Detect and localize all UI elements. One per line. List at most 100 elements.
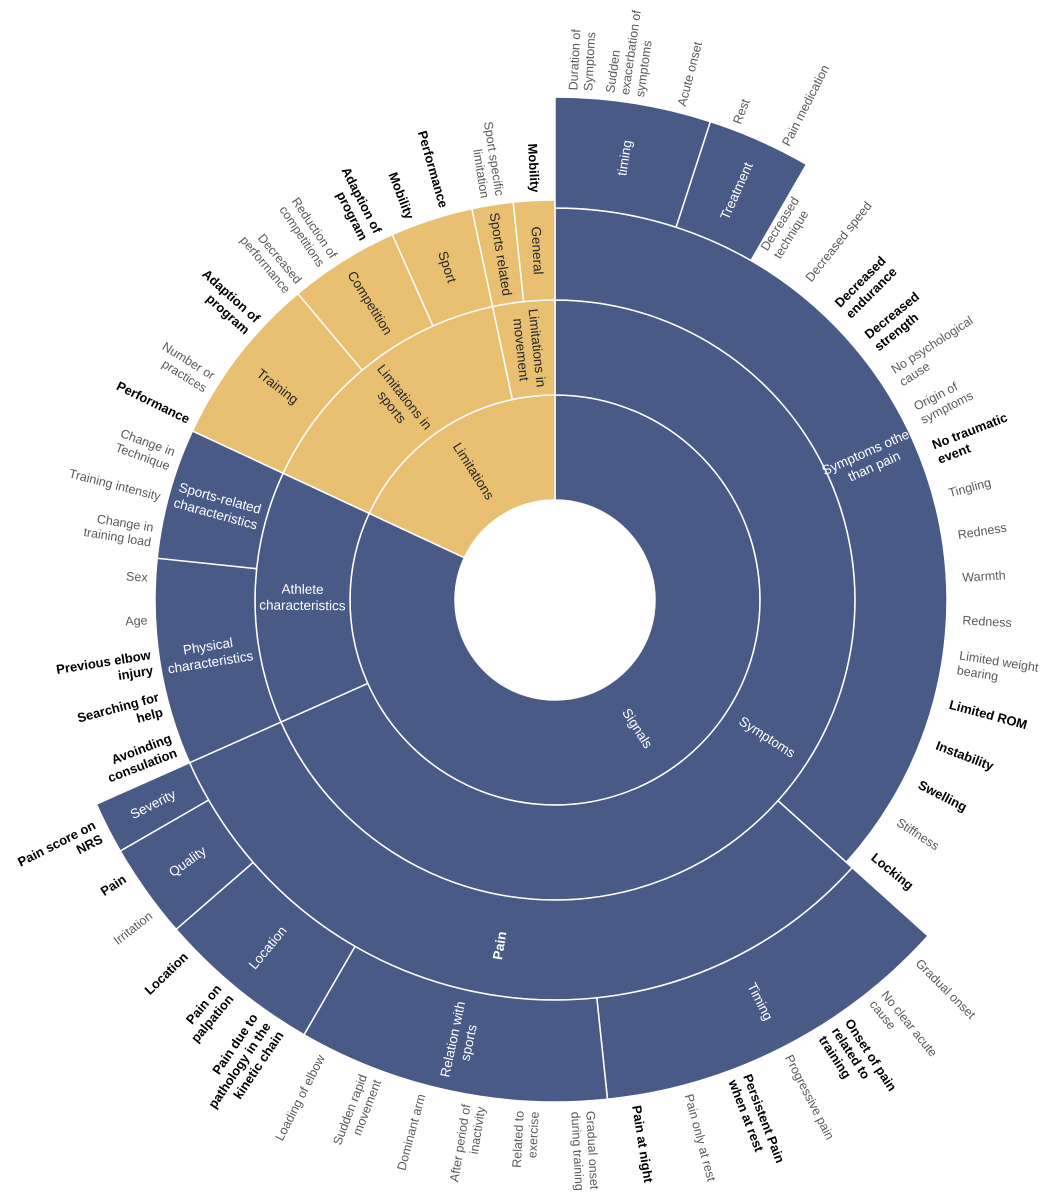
- outer-label: Performance: [414, 129, 450, 210]
- outer-label-line: Redness: [962, 614, 1012, 631]
- outer-label: Warmth: [962, 569, 1006, 585]
- outer-label: Limited ROM: [947, 697, 1028, 732]
- outer-label-line: Locking: [868, 850, 916, 893]
- outer-label-line: Performance: [414, 129, 450, 210]
- outer-label: Acute onset: [675, 40, 705, 108]
- outer-label-line: Redness: [957, 521, 1008, 543]
- outer-label-line: Pain: [98, 872, 129, 900]
- outer-label: Number orpractices: [152, 340, 217, 396]
- outer-label-line: Performance: [114, 379, 192, 427]
- outer-label: Pain only at rest: [681, 1093, 718, 1184]
- outer-label: Pain: [98, 872, 129, 900]
- outer-label: Mobility: [525, 143, 543, 194]
- outer-label-line: Warmth: [962, 569, 1006, 585]
- segment-label-line: General: [529, 226, 546, 275]
- outer-label: Redness: [962, 614, 1012, 631]
- outer-label-line: Age: [125, 614, 148, 629]
- outer-label: Previous elbowinjury: [55, 648, 155, 693]
- outer-label: Pain at night: [629, 1104, 656, 1184]
- outer-label-line: Training intensity: [67, 467, 162, 504]
- outer-label-line: Progressive pain: [782, 1053, 837, 1142]
- segment-label: Athlete characteristics: [259, 581, 346, 613]
- outer-label-line: Instability: [934, 738, 997, 774]
- outer-label: Mobility: [385, 170, 417, 222]
- outer-label: Location: [142, 950, 191, 998]
- outer-label: Origin ofsymptoms: [912, 375, 976, 427]
- outer-label-line: exercise: [526, 1111, 542, 1158]
- outer-label: Duration ofSymptoms: [567, 28, 599, 91]
- outer-label-line: Acute onset: [675, 40, 705, 108]
- outer-label: Stiffness: [894, 816, 942, 854]
- outer-label: Instability: [934, 738, 997, 774]
- outer-label-line: Symptoms: [581, 32, 598, 92]
- outer-label-line: Sex: [126, 570, 149, 585]
- outer-label: Irritation: [111, 909, 155, 948]
- outer-label-line: bearing: [956, 664, 999, 684]
- outer-label-line: Pain medication: [780, 63, 833, 149]
- outer-label-line: Swelling: [916, 778, 970, 815]
- outer-label: After period ofinactivity: [448, 1103, 489, 1186]
- outer-label-line: Dominant arm: [395, 1093, 429, 1172]
- outer-label: Searching forhelp: [76, 690, 165, 741]
- segment-label: Limitations inmovement: [510, 308, 549, 390]
- outer-label: Adaption ofprogram: [324, 165, 384, 244]
- segment: [512, 199, 556, 303]
- outer-label: Change inTechnique: [113, 427, 177, 474]
- outer-label: Gradual onset: [913, 957, 979, 1023]
- outer-label: Sex: [126, 570, 149, 585]
- outer-label: Rest: [731, 97, 753, 127]
- segment-label: Pain: [490, 930, 509, 961]
- outer-label: Pain medication: [780, 63, 833, 149]
- outer-label: Loading of elbow: [273, 1052, 329, 1143]
- outer-label: Performance: [114, 379, 192, 427]
- outer-label-line: Pain at night: [629, 1104, 656, 1184]
- outer-label: Dominant arm: [395, 1093, 429, 1172]
- segment-label-line: movement: [511, 318, 533, 382]
- outer-label: Adaption ofprogram: [189, 267, 264, 339]
- outer-label-line: Sudden: [604, 49, 624, 94]
- outer-label-line: injury: [117, 663, 155, 683]
- outer-label-line: Mobility: [525, 143, 543, 194]
- outer-label: Related toexercise: [510, 1110, 542, 1168]
- outer-label: Progressive pain: [782, 1053, 837, 1142]
- outer-label: Pain score onNRS: [15, 818, 105, 884]
- outer-label: Redness: [957, 521, 1008, 543]
- outer-label-line: Tingling: [947, 476, 993, 501]
- segment: [95, 761, 210, 853]
- segment-label-line: Athlete: [281, 581, 323, 596]
- outer-label: Sudden rapidmovement: [331, 1072, 385, 1152]
- outer-label: No traumaticevent: [930, 410, 1015, 467]
- outer-label-line: Rest: [731, 97, 753, 127]
- outer-label-line: Mobility: [385, 170, 417, 222]
- outer-label-line: Related to: [510, 1110, 527, 1168]
- outer-label-line: Irritation: [111, 909, 155, 948]
- outer-label: Limited weightbearing: [956, 649, 1040, 690]
- segment: [675, 120, 808, 262]
- outer-label-line: help: [135, 705, 165, 726]
- segment-label-line: timing: [614, 139, 634, 177]
- outer-label-line: Duration of: [567, 28, 584, 90]
- outer-label: Tingling: [947, 476, 993, 501]
- outer-label: Sport specificlimitation: [466, 121, 506, 200]
- outer-label-line: Location: [142, 950, 191, 998]
- outer-label-line: Gradual onset: [583, 1111, 601, 1191]
- segment-label: General: [529, 226, 546, 275]
- outer-label: Persistent Painwhen at rest: [725, 1071, 788, 1171]
- outer-label-line: Pain only at rest: [681, 1093, 718, 1184]
- outer-label: Locking: [868, 850, 916, 893]
- outer-label-line: Limited ROM: [947, 697, 1028, 732]
- segment-label: timing: [614, 139, 634, 177]
- outer-label: Suddenexacerbation ofsymptoms: [604, 7, 660, 98]
- outer-label: Gradual onsetduring training: [568, 1111, 601, 1192]
- outer-label: Change intraining load: [83, 511, 155, 550]
- outer-label-line: Loading of elbow: [273, 1052, 329, 1143]
- segment-label-line: Pain: [490, 930, 509, 961]
- outer-label-line: during training: [568, 1111, 586, 1191]
- outer-label: Pain onpalpation: [176, 982, 237, 1046]
- segment: [554, 207, 948, 864]
- segment-label-line: characteristics: [259, 597, 346, 613]
- outer-label: Age: [125, 614, 148, 629]
- outer-label: Swelling: [916, 778, 970, 815]
